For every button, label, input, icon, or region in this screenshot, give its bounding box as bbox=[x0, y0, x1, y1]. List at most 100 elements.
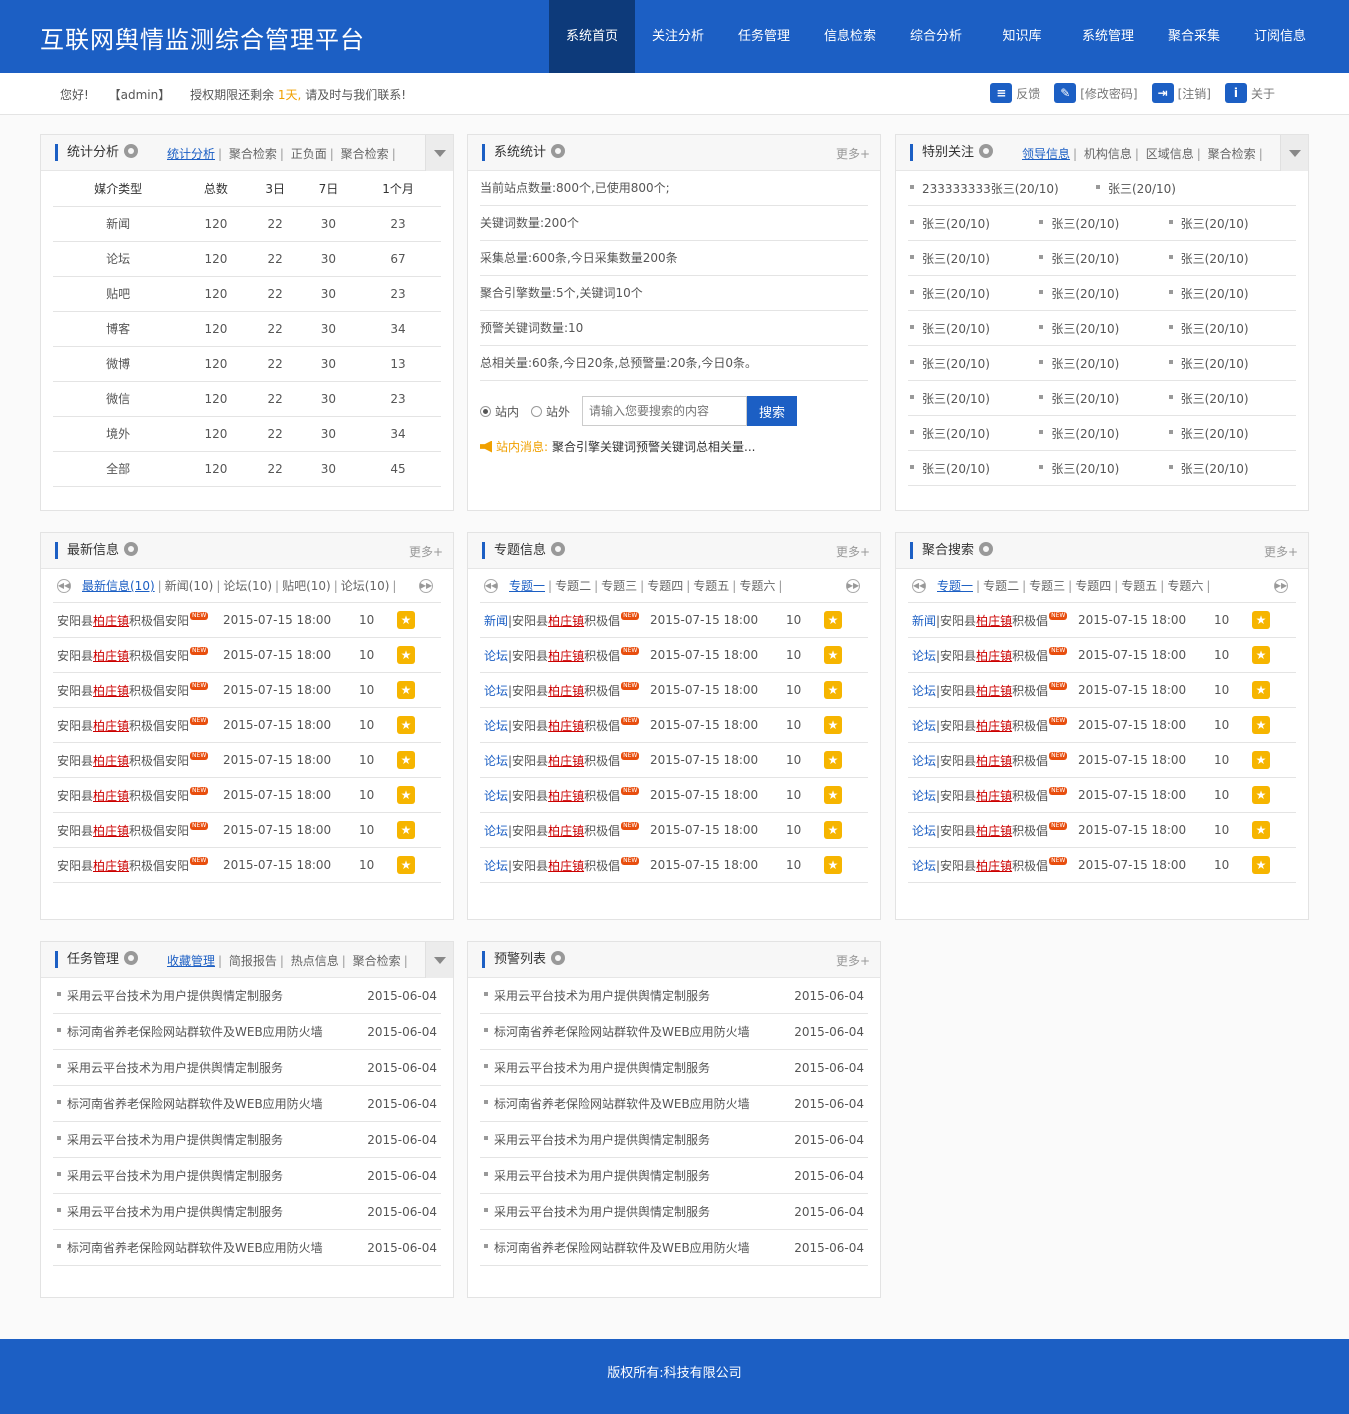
tab-latest[interactable]: 最新信息(10) bbox=[82, 579, 155, 593]
more-link[interactable]: 更多+ bbox=[408, 545, 443, 559]
nav-comprehensive-analysis[interactable]: 综合分析 bbox=[909, 29, 962, 44]
focus-item[interactable]: 张三(20/10) bbox=[908, 285, 1037, 302]
tab-topic-2[interactable]: 专题二 bbox=[555, 579, 592, 593]
tab-leaders[interactable]: 领导信息 bbox=[1022, 147, 1071, 161]
star-icon[interactable]: ★ bbox=[824, 611, 842, 629]
news-title-link[interactable]: 论坛|安阳县柏庄镇积极倡 NEW bbox=[480, 681, 650, 699]
tab-topic-2[interactable]: 专题二 bbox=[983, 579, 1020, 593]
change-password-button[interactable]: ✎ [修改密码] bbox=[1054, 83, 1138, 103]
news-title-link[interactable]: 新闻|安阳县柏庄镇积极倡 NEW bbox=[480, 611, 650, 629]
focus-item[interactable]: 233333333张三(20/10) bbox=[908, 180, 1094, 197]
news-title-link[interactable]: 论坛|安阳县柏庄镇积极倡 NEW bbox=[480, 751, 650, 769]
news-title-link[interactable]: 安阳县柏庄镇积极倡安阳 NEW bbox=[53, 716, 223, 734]
news-keyword[interactable]: 柏庄镇 bbox=[548, 823, 585, 838]
focus-item[interactable]: 张三(20/10) bbox=[1037, 320, 1166, 337]
news-keyword[interactable]: 柏庄镇 bbox=[93, 858, 130, 873]
news-title-link[interactable]: 论坛|安阳县柏庄镇积极倡 NEW bbox=[480, 856, 650, 874]
news-category[interactable]: 论坛 bbox=[912, 858, 937, 873]
feedback-button[interactable]: ≡ 反馈 bbox=[990, 83, 1040, 103]
tab-topic-5[interactable]: 专题五 bbox=[1121, 579, 1158, 593]
focus-item[interactable]: 张三(20/10) bbox=[1167, 425, 1296, 442]
star-icon[interactable]: ★ bbox=[1252, 786, 1270, 804]
focus-item[interactable]: 张三(20/10) bbox=[1167, 355, 1296, 372]
star-icon[interactable]: ★ bbox=[1252, 856, 1270, 874]
news-keyword[interactable]: 柏庄镇 bbox=[976, 613, 1013, 628]
news-category[interactable]: 新闻 bbox=[484, 613, 509, 628]
star-icon[interactable]: ★ bbox=[824, 786, 842, 804]
news-keyword[interactable]: 柏庄镇 bbox=[976, 788, 1013, 803]
tab-topic-6[interactable]: 专题六 bbox=[739, 579, 776, 593]
focus-item[interactable]: 张三(20/10) bbox=[1167, 390, 1296, 407]
about-button[interactable]: i 关于 bbox=[1224, 83, 1275, 103]
star-icon[interactable]: ★ bbox=[397, 646, 415, 664]
focus-item[interactable]: 张三(20/10) bbox=[1037, 215, 1166, 232]
focus-item[interactable]: 张三(20/10) bbox=[908, 320, 1037, 337]
news-keyword[interactable]: 柏庄镇 bbox=[548, 683, 585, 698]
news-category[interactable]: 论坛 bbox=[912, 823, 937, 838]
gear-icon[interactable] bbox=[979, 542, 994, 556]
news-keyword[interactable]: 柏庄镇 bbox=[93, 613, 130, 628]
news-keyword[interactable]: 柏庄镇 bbox=[93, 788, 130, 803]
news-keyword[interactable]: 柏庄镇 bbox=[548, 648, 585, 663]
focus-item[interactable]: 张三(20/10) bbox=[1167, 460, 1296, 477]
list-item-link[interactable]: 采用云平台技术为用户提供舆情定制服务 bbox=[480, 1167, 790, 1184]
focus-item[interactable]: 张三(20/10) bbox=[1094, 180, 1296, 197]
news-title-link[interactable]: 安阳县柏庄镇积极倡安阳 NEW bbox=[53, 751, 223, 769]
prev-arrow-icon[interactable]: ◀◀ bbox=[912, 578, 926, 593]
news-category[interactable]: 论坛 bbox=[484, 858, 509, 873]
gear-icon[interactable] bbox=[551, 144, 566, 158]
list-item-link[interactable]: 采用云平台技术为用户提供舆情定制服务 bbox=[480, 987, 790, 1004]
news-keyword[interactable]: 柏庄镇 bbox=[976, 823, 1013, 838]
news-category[interactable]: 论坛 bbox=[484, 718, 509, 733]
tab-aggregate-search[interactable]: 聚合检索 bbox=[228, 147, 277, 161]
next-arrow-icon[interactable]: ▶▶ bbox=[846, 578, 860, 593]
news-keyword[interactable]: 柏庄镇 bbox=[976, 683, 1013, 698]
radio-in-site[interactable]: 站内 bbox=[480, 403, 519, 420]
tab-regions[interactable]: 区域信息 bbox=[1145, 147, 1194, 161]
tab-topic-1[interactable]: 专题一 bbox=[937, 579, 974, 593]
tab-topic-3[interactable]: 专题三 bbox=[601, 579, 638, 593]
list-item-link[interactable]: 采用云平台技术为用户提供舆情定制服务 bbox=[480, 1203, 790, 1220]
star-icon[interactable]: ★ bbox=[397, 681, 415, 699]
focus-item[interactable]: 张三(20/10) bbox=[908, 460, 1037, 477]
star-icon[interactable]: ★ bbox=[824, 681, 842, 699]
list-item-link[interactable]: 采用云平台技术为用户提供舆情定制服务 bbox=[53, 1167, 363, 1184]
star-icon[interactable]: ★ bbox=[1252, 716, 1270, 734]
news-title-link[interactable]: 论坛|安阳县柏庄镇积极倡 NEW bbox=[908, 856, 1078, 874]
focus-item[interactable]: 张三(20/10) bbox=[1037, 460, 1166, 477]
star-icon[interactable]: ★ bbox=[397, 821, 415, 839]
focus-item[interactable]: 张三(20/10) bbox=[908, 215, 1037, 232]
focus-item[interactable]: 张三(20/10) bbox=[1037, 425, 1166, 442]
list-item-link[interactable]: 采用云平台技术为用户提供舆情定制服务 bbox=[480, 1059, 790, 1076]
news-keyword[interactable]: 柏庄镇 bbox=[976, 858, 1013, 873]
star-icon[interactable]: ★ bbox=[824, 856, 842, 874]
nav-aggregate-collect[interactable]: 聚合采集 bbox=[1167, 29, 1220, 44]
chevron-down-icon[interactable] bbox=[425, 942, 453, 978]
star-icon[interactable]: ★ bbox=[1252, 646, 1270, 664]
news-title-link[interactable]: 论坛|安阳县柏庄镇积极倡 NEW bbox=[908, 821, 1078, 839]
star-icon[interactable]: ★ bbox=[824, 716, 842, 734]
news-keyword[interactable]: 柏庄镇 bbox=[93, 718, 130, 733]
news-keyword[interactable]: 柏庄镇 bbox=[976, 753, 1013, 768]
focus-item[interactable]: 张三(20/10) bbox=[1037, 285, 1166, 302]
news-title-link[interactable]: 安阳县柏庄镇积极倡安阳 NEW bbox=[53, 786, 223, 804]
news-keyword[interactable]: 柏庄镇 bbox=[548, 718, 585, 733]
more-link[interactable]: 更多+ bbox=[835, 545, 870, 559]
star-icon[interactable]: ★ bbox=[397, 716, 415, 734]
radio-off-site[interactable]: 站外 bbox=[531, 403, 570, 420]
star-icon[interactable]: ★ bbox=[1252, 821, 1270, 839]
list-item-link[interactable]: 采用云平台技术为用户提供舆情定制服务 bbox=[53, 1203, 363, 1220]
nav-info-search[interactable]: 信息检索 bbox=[823, 29, 876, 44]
news-category[interactable]: 论坛 bbox=[484, 753, 509, 768]
tab-briefing[interactable]: 简报报告 bbox=[228, 954, 277, 968]
news-category[interactable]: 论坛 bbox=[912, 683, 937, 698]
focus-item[interactable]: 张三(20/10) bbox=[908, 250, 1037, 267]
news-title-link[interactable]: 安阳县柏庄镇积极倡安阳 NEW bbox=[53, 646, 223, 664]
list-item-link[interactable]: 采用云平台技术为用户提供舆情定制服务 bbox=[53, 987, 363, 1004]
star-icon[interactable]: ★ bbox=[397, 856, 415, 874]
gear-icon[interactable] bbox=[124, 951, 139, 965]
gear-icon[interactable] bbox=[979, 144, 994, 158]
news-keyword[interactable]: 柏庄镇 bbox=[548, 613, 585, 628]
tab-news[interactable]: 新闻(10) bbox=[164, 579, 214, 593]
news-category[interactable]: 论坛 bbox=[912, 753, 937, 768]
